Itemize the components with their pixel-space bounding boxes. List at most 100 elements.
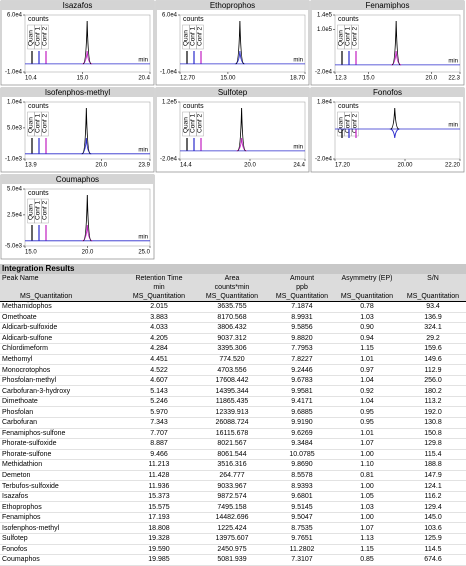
x-axis-label: min: [293, 144, 303, 150]
result-row: Phorate-sulfone 9.466 8061.544 10.0785 1.00 1…: [0, 449, 466, 461]
result-cell: 4.607: [124, 375, 194, 387]
result-row: Terbufos-sulfoxide 11.936 9033.967 8.9393 1.…: [0, 480, 466, 492]
result-cell: 1.05: [334, 491, 400, 503]
result-cell: Sulfotep: [0, 533, 124, 545]
result-cell: 4.522: [124, 364, 194, 376]
result-cell: 4.451: [124, 354, 194, 366]
trace-label: Conf 2: [42, 113, 49, 133]
y-tick-label: -1.0e4: [160, 70, 178, 76]
result-cell: 7495.158: [194, 501, 270, 513]
panel-header: [1, 88, 154, 97]
trace-label: Conf 1: [345, 113, 352, 133]
trace-label: Conf 2: [352, 113, 359, 133]
panel: [155, 87, 310, 173]
plot-area: [24, 101, 151, 160]
x-tick-label: 14.4: [180, 163, 192, 169]
trace-label: Conf 1: [190, 26, 197, 46]
panel: [0, 0, 155, 86]
result-cell: 150.8: [400, 428, 466, 440]
x-tick-label: 12.3: [335, 76, 347, 82]
result-cell: Methomyl: [0, 354, 124, 366]
panel-title: Fonofos: [373, 88, 402, 97]
result-cell: Coumaphos: [0, 554, 124, 566]
result-cell: 115.4: [400, 449, 466, 461]
result-cell: 1.00: [334, 480, 400, 492]
result-cell: 3395.306: [194, 343, 270, 355]
result-cell: 2.015: [124, 301, 194, 313]
result-cell: 19.985: [124, 554, 194, 566]
y-axis-label: counts: [183, 103, 204, 110]
y-tick-label: -1.0e3: [5, 157, 23, 163]
result-row: Fenamiphos-sulfone 7.707 16115.678 9.6269 1.…: [0, 428, 466, 440]
panel-title: Sulfotep: [218, 88, 248, 97]
result-row: Chlordimeform 4.284 3395.306 7.7953 1.15 159.…: [0, 343, 466, 355]
result-cell: 4703.556: [194, 364, 270, 376]
result-cell: 4.033: [124, 322, 194, 334]
result-cell: 15.373: [124, 491, 194, 503]
plot-area: [334, 101, 461, 160]
x-tick-label: 18.70: [290, 76, 306, 82]
x-axis-label: min: [138, 147, 148, 153]
y-axis-label: counts: [338, 103, 359, 110]
trace-label: Quan: [338, 30, 345, 46]
result-cell: 3635.755: [194, 301, 270, 313]
header-cell: Amount: [270, 274, 334, 283]
plot-area: [24, 14, 151, 73]
header-cell: MS_Quantitation: [124, 292, 194, 302]
result-row: Isofenphos-methyl 18.808 1225.424 8.7535 1.0…: [0, 522, 466, 535]
result-cell: 9.9581: [270, 385, 334, 397]
result-row: Dimethoate 5.246 11865.435 9.4171 1.04 113.2: [0, 396, 466, 408]
result-cell: 1.01: [334, 428, 400, 440]
result-row: Sulfotep 19.328 13975.607 9.7651 1.13 125.9: [0, 533, 466, 545]
y-axis-label: counts: [183, 16, 204, 23]
trace-label-box: [351, 111, 359, 137]
y-tick-label: 2.5e4: [7, 212, 23, 218]
trace-label-box: [351, 24, 359, 50]
panel-title: Isofenphos-methyl: [45, 88, 111, 97]
result-cell: 3.883: [124, 312, 194, 324]
result-cell: Dimethoate: [0, 396, 124, 408]
result-cell: Isofenphos-methyl: [0, 522, 124, 535]
result-cell: 9.7651: [270, 533, 334, 545]
result-cell: 9033.967: [194, 480, 270, 492]
x-tick-label: 24.4: [293, 163, 305, 169]
result-row: Aldicarb-sulfone 4.205 9037.312 9.8820 0.94 2…: [0, 333, 466, 345]
peak-quan: [391, 20, 401, 66]
result-cell: 0.78: [334, 301, 400, 313]
result-cell: 7.3107: [270, 554, 334, 566]
result-cell: 129.4: [400, 501, 466, 513]
result-cell: 29.2: [400, 333, 466, 345]
results-table: Peak Name Retention Time Area Amount Asymmet…: [0, 274, 466, 566]
trace-label-box: [196, 24, 204, 50]
panel: [0, 87, 155, 173]
plot-area: [179, 14, 306, 73]
result-cell: Omethoate: [0, 312, 124, 324]
panel-header: [156, 88, 309, 97]
header-cell: MS_Quantitation: [270, 292, 334, 302]
result-cell: 10.0785: [270, 449, 334, 461]
result-cell: 1.00: [334, 512, 400, 524]
result-cell: Isazafos: [0, 491, 124, 503]
result-row: Isazafos 15.373 9872.574 9.6801 1.05 116.2: [0, 491, 466, 503]
trace-label: Conf 2: [42, 200, 49, 220]
result-cell: 9.9190: [270, 417, 334, 429]
result-cell: 0.92: [334, 385, 400, 397]
result-cell: Demeton: [0, 470, 124, 482]
result-cell: 7.8227: [270, 354, 334, 366]
trace-label: Conf 1: [190, 113, 197, 133]
peak-quan: [235, 20, 245, 65]
panel: [310, 87, 465, 173]
result-cell: 0.95: [334, 406, 400, 418]
result-cell: 1.03: [334, 312, 400, 324]
y-tick-label: 5.0e4: [7, 187, 23, 193]
x-axis-label: min: [138, 234, 148, 240]
result-cell: 1225.424: [194, 522, 270, 535]
result-cell: Carbofuran: [0, 417, 124, 429]
result-cell: 1.10: [334, 459, 400, 471]
result-cell: 1.15: [334, 343, 400, 355]
trace-label: Conf 2: [197, 113, 204, 133]
trace-label: Conf 2: [352, 26, 359, 46]
result-cell: Methamidophos: [0, 301, 124, 313]
x-tick-label: 20.00: [397, 163, 413, 169]
